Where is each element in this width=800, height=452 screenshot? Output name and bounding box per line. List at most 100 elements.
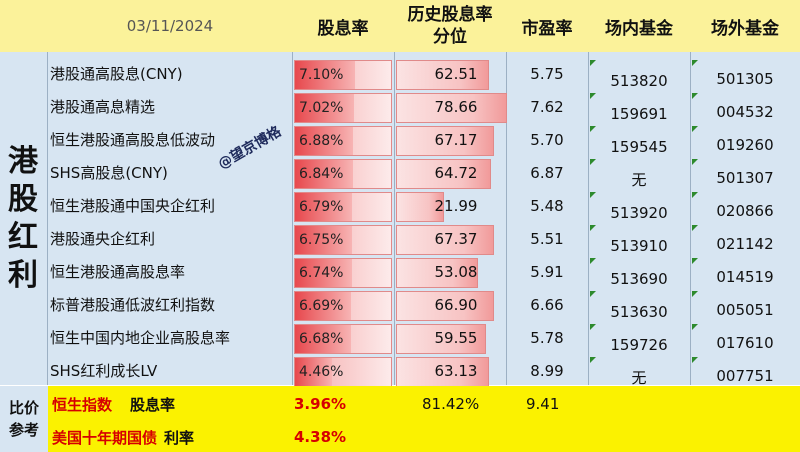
hsi-percentile: 81.42% — [422, 395, 480, 413]
otc-code: 021142 — [716, 234, 774, 253]
pe-value: 5.75 — [530, 64, 564, 83]
percentile-value: 78.66 — [434, 97, 478, 116]
table-row: 恒生港股通中国央企红利 6.79% 21.99 5.48 513920 020866 — [48, 189, 800, 222]
sector-char: 股 — [8, 181, 38, 217]
percentile-bar — [396, 159, 491, 189]
index-name: 恒生港股通中国央企红利 — [50, 197, 216, 215]
pe-value: 6.87 — [530, 163, 564, 182]
comment-marker — [590, 192, 596, 198]
comment-marker — [590, 357, 596, 363]
yield-bar-fill — [295, 259, 352, 287]
sector-char: 利 — [8, 257, 38, 293]
table-row: 恒生港股通高股息低波动 6.88% 67.17 5.70 159545 019260 — [48, 123, 800, 156]
pe-value: 5.51 — [530, 229, 564, 248]
comment-marker — [590, 93, 596, 99]
table-row: 港股通高股息(CNY) 7.10% 62.51 5.75 513820 501305 — [48, 57, 800, 90]
yield-bar-fill — [295, 325, 351, 353]
comment-marker — [590, 159, 596, 165]
yield-value: 6.74% — [299, 265, 344, 281]
comment-marker — [692, 93, 698, 99]
reference-label: 比价 参考 — [0, 386, 48, 452]
comment-marker — [692, 60, 698, 66]
otc-code: 020866 — [716, 201, 774, 220]
pe-value: 7.62 — [530, 97, 564, 116]
index-name: 标普港股通低波红利指数 — [50, 296, 216, 314]
sector-char: 港 — [8, 143, 38, 179]
header-otc: 场外基金 — [711, 18, 779, 39]
otc-code: 014519 — [716, 267, 774, 286]
yield-bar: 7.02% — [294, 93, 392, 123]
header-pe: 市盈率 — [521, 18, 573, 39]
percentile-bar — [396, 258, 478, 288]
percentile-bar — [396, 60, 489, 90]
comment-marker — [590, 324, 596, 330]
table-row: 恒生港股通高股息率 6.74% 53.08 5.91 513690 014519 — [48, 255, 800, 288]
etf-code: 159726 — [610, 335, 668, 354]
percentile-value: 59.55 — [434, 328, 478, 347]
etf-code: 513910 — [610, 236, 668, 255]
pe-value: 5.78 — [530, 328, 564, 347]
column-divider — [394, 52, 395, 385]
column-divider — [506, 52, 507, 385]
pe-value: 8.99 — [530, 361, 564, 380]
otc-code: 005051 — [716, 300, 774, 319]
etf-code: 159545 — [610, 137, 668, 156]
bond-name: 美国十年期国债 — [52, 428, 158, 447]
etf-code: 无 — [631, 171, 647, 189]
etf-code: 159691 — [610, 104, 668, 123]
table-row: 港股通高息精选 7.02% 78.66 7.62 159691 004532 — [48, 90, 800, 123]
header-dividend-yield: 股息率 — [317, 18, 369, 39]
comment-marker — [692, 159, 698, 165]
yield-bar-fill — [295, 94, 354, 122]
yield-value: 6.69% — [299, 298, 344, 314]
pe-value: 5.48 — [530, 196, 564, 215]
index-name: 恒生港股通高股息低波动 — [50, 131, 216, 149]
percentile-bar — [396, 126, 494, 156]
comment-marker — [590, 60, 596, 66]
comment-marker — [590, 225, 596, 231]
comment-marker — [692, 324, 698, 330]
bond-rate: 4.38% — [294, 428, 347, 446]
hsi-yield: 3.96% — [294, 395, 347, 413]
etf-code: 无 — [631, 369, 647, 387]
percentile-value: 64.72 — [434, 163, 478, 182]
reference-label-line2: 参考 — [8, 421, 39, 439]
pe-value: 6.66 — [530, 295, 564, 314]
comment-marker — [692, 291, 698, 297]
etf-code: 513820 — [610, 71, 668, 90]
header-percentile: 历史股息率 分位 — [394, 0, 506, 52]
comment-marker — [692, 357, 698, 363]
header-percentile-line1: 历史股息率 — [407, 5, 493, 25]
etf-code: 513690 — [610, 269, 668, 288]
comment-marker — [692, 192, 698, 198]
percentile-value: 67.17 — [434, 130, 478, 149]
yield-value: 4.46% — [299, 364, 344, 380]
yield-bar: 6.84% — [294, 159, 392, 189]
percentile-bar — [396, 225, 494, 255]
index-name: 港股通央企红利 — [50, 230, 156, 248]
yield-bar: 6.68% — [294, 324, 392, 354]
percentile-bar — [396, 93, 507, 123]
yield-bar-fill — [295, 127, 353, 155]
percentile-value: 67.37 — [434, 229, 478, 248]
index-name: SHS红利成长LV — [50, 362, 158, 380]
yield-value: 6.88% — [299, 133, 344, 149]
otc-code: 501307 — [716, 168, 774, 187]
yield-bar-fill — [295, 226, 352, 254]
percentile-value: 62.51 — [434, 64, 478, 83]
percentile-value: 66.90 — [434, 295, 478, 314]
otc-code: 017610 — [716, 333, 774, 352]
percentile-bar — [396, 192, 444, 222]
yield-value: 6.68% — [299, 331, 344, 347]
index-name: SHS高股息(CNY) — [50, 164, 168, 182]
otc-code: 501305 — [716, 69, 774, 88]
table-row: 港股通央企红利 6.75% 67.37 5.51 513910 021142 — [48, 222, 800, 255]
yield-value: 6.84% — [299, 166, 344, 182]
percentile-bar — [396, 324, 486, 354]
comment-marker — [590, 291, 596, 297]
yield-bar: 6.88% — [294, 126, 392, 156]
percentile-bar — [396, 291, 494, 321]
column-divider — [690, 52, 691, 385]
comment-marker — [692, 126, 698, 132]
